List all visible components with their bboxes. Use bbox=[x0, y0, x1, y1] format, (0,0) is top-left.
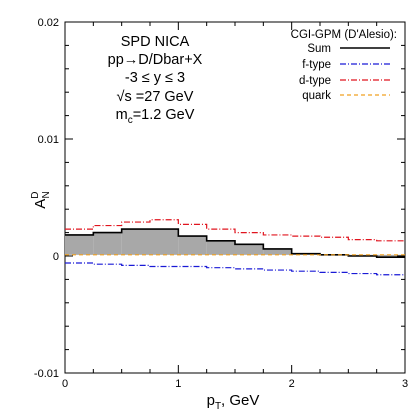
annotation-rapidity: -3 ≤ y ≤ 3 bbox=[125, 70, 185, 86]
series-line-f-type bbox=[65, 262, 405, 276]
x-tick-label: 1 bbox=[175, 378, 181, 390]
legend-title: CGI-GPM (D'Alesio): bbox=[291, 29, 397, 41]
x-axis-title: pT, GeV bbox=[207, 392, 260, 412]
annotation-block: SPD NICA pp→D/Dbar+X -3 ≤ y ≤ 3 √s =27 G… bbox=[108, 34, 203, 126]
annotation-experiment: SPD NICA bbox=[121, 34, 190, 50]
x-tick-label: 0 bbox=[62, 378, 68, 390]
band-bin bbox=[93, 232, 122, 255]
legend-label-d-type: d-type bbox=[299, 75, 331, 87]
y-axis-subscript: N bbox=[41, 191, 52, 198]
x-tick-label: 3 bbox=[402, 378, 408, 390]
x-tick-label: 2 bbox=[289, 378, 295, 390]
band-bin bbox=[263, 248, 292, 255]
annotation-process: pp→D/Dbar+X bbox=[108, 52, 203, 68]
legend-label-quark: quark bbox=[302, 90, 331, 102]
band-bin bbox=[206, 240, 235, 255]
band-bin bbox=[178, 236, 207, 255]
y-axis-superscript: D bbox=[30, 191, 41, 198]
y-tick-label: 0.01 bbox=[38, 134, 59, 146]
legend-label-sum: Sum bbox=[307, 43, 331, 55]
x-axis-unit: , GeV bbox=[221, 392, 259, 409]
charm-mass-value: =1.2 GeV bbox=[133, 107, 195, 123]
tick-layer bbox=[64, 21, 406, 374]
charm-mass-symbol: m bbox=[116, 107, 128, 123]
band-bin bbox=[376, 254, 405, 258]
series-line-d-type bbox=[65, 219, 405, 242]
annotation-energy: √s =27 GeV bbox=[117, 89, 194, 105]
band-bin bbox=[235, 244, 264, 255]
plot-frame bbox=[64, 21, 406, 374]
charm-mass-subscript: c bbox=[128, 115, 133, 126]
band-bin bbox=[150, 229, 179, 255]
y-tick-label: 0 bbox=[53, 251, 59, 263]
y-axis-title-text: ADN bbox=[30, 191, 52, 208]
annotation-charm-mass: mc=1.2 GeV bbox=[116, 107, 195, 126]
y-axis-symbol: A bbox=[32, 199, 49, 209]
y-tick-label: 0.02 bbox=[38, 17, 59, 29]
series-layer bbox=[65, 219, 405, 276]
band-bin bbox=[65, 234, 94, 255]
y-axis-title: ADN bbox=[30, 191, 52, 208]
x-axis-subscript: T bbox=[215, 401, 221, 412]
legend: CGI-GPM (D'Alesio): Sum f-type d-type qu… bbox=[291, 29, 397, 102]
band-bin bbox=[121, 229, 150, 255]
x-axis-symbol: p bbox=[207, 392, 215, 409]
y-tick-label: -0.01 bbox=[34, 368, 59, 380]
legend-label-f-type: f-type bbox=[302, 59, 331, 71]
